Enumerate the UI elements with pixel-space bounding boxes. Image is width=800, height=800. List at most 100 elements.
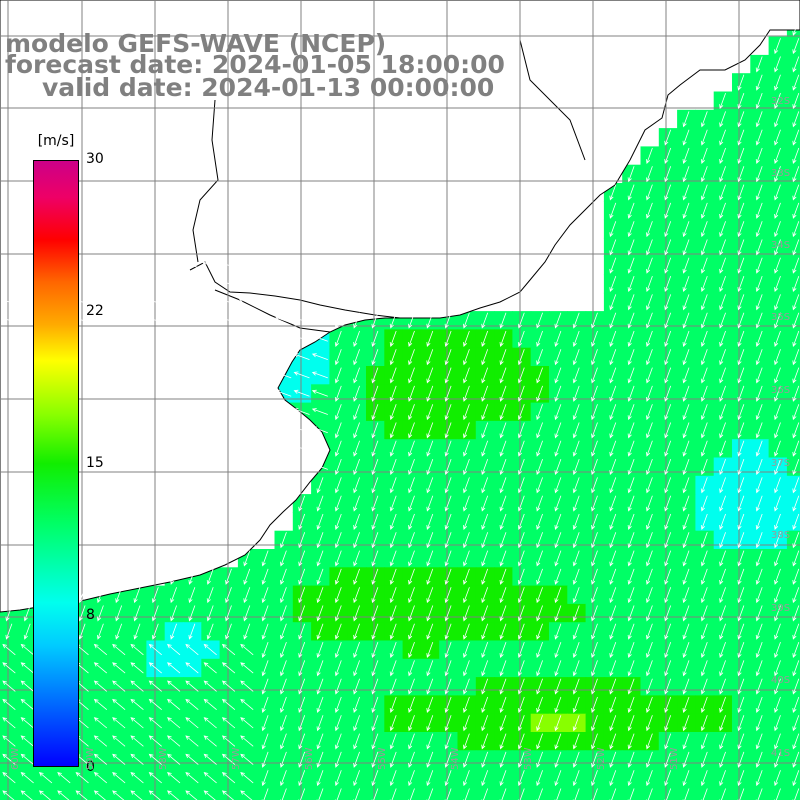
wind-arrow [554, 623, 562, 640]
wind-speed-cell [786, 91, 800, 111]
wind-arrow [774, 257, 781, 274]
wind-arrow [202, 316, 219, 324]
wind-arrow [536, 660, 543, 677]
wind-arrow [133, 605, 141, 622]
wind-arrow [719, 495, 726, 512]
wind-arrow [167, 643, 181, 656]
wind-arrow [792, 605, 800, 622]
lon-label: 53W [523, 747, 534, 770]
wind-arrow [463, 330, 470, 347]
wind-arrow [774, 477, 781, 494]
wind-arrow [719, 202, 726, 219]
wind-arrow [792, 587, 800, 604]
wind-arrow [591, 458, 598, 476]
wind-arrow [481, 568, 489, 585]
wind-arrow [316, 660, 324, 677]
wind-arrow [240, 643, 254, 656]
wind-speed-cell [73, 786, 93, 800]
lon-label: 56W [304, 747, 315, 770]
wind-arrow [371, 458, 379, 476]
wind-arrow [572, 513, 580, 530]
wind-arrow [463, 733, 470, 750]
wind-arrow [334, 495, 342, 512]
wind-arrow [298, 660, 306, 677]
wind-arrow [774, 56, 781, 73]
wind-arrow [572, 788, 580, 800]
wind-arrow [517, 733, 525, 750]
wind-arrow [444, 678, 452, 695]
wind-arrow [517, 715, 525, 732]
wind-arrow [133, 623, 141, 640]
wind-arrow [389, 788, 397, 800]
wind-arrow [240, 735, 254, 747]
wind-arrow [719, 349, 726, 366]
wind-arrow [243, 568, 251, 585]
wind-arrow [463, 495, 470, 512]
lat-label: 35S [771, 312, 791, 323]
wind-arrow [463, 532, 470, 549]
wind-arrow [499, 788, 507, 800]
wind-arrow [737, 312, 745, 329]
wind-arrow [444, 587, 452, 604]
wind-arrow [311, 389, 328, 397]
wind-arrow [280, 660, 287, 677]
wind-arrow [664, 349, 672, 366]
wind-arrow [792, 678, 800, 695]
wind-arrow [275, 389, 292, 397]
wind-arrow [93, 753, 108, 765]
wind-arrow [627, 751, 635, 768]
wind-arrow [774, 532, 781, 549]
wind-arrow [298, 550, 306, 567]
wind-arrow [463, 440, 470, 457]
wind-arrow [591, 788, 598, 800]
wind-arrow [682, 330, 690, 347]
wind-speed-cell [622, 786, 642, 800]
wind-arrow [408, 678, 415, 695]
wind-speed-cell [201, 786, 221, 800]
wind-arrow [499, 587, 507, 604]
wind-arrow [682, 111, 690, 128]
wind-arrow [499, 550, 507, 567]
wind-arrow [20, 753, 34, 765]
wind-arrow [792, 568, 800, 585]
wind-arrow [261, 623, 269, 640]
wind-arrow [609, 404, 617, 421]
wind-arrow [536, 385, 543, 402]
wind-arrow [792, 184, 800, 201]
wind-arrow [225, 605, 232, 622]
wind-arrow [112, 790, 125, 800]
wind-arrow [203, 680, 217, 692]
wind-arrow [203, 662, 217, 674]
wind-arrow [353, 715, 360, 732]
wind-arrow [256, 261, 274, 269]
wind-arrow [646, 294, 653, 311]
wind-arrow [792, 56, 800, 73]
wind-arrow [389, 367, 397, 384]
wind-arrow [426, 770, 434, 787]
wind-arrow [2, 753, 16, 765]
wind-arrow [646, 440, 653, 457]
wind-arrow [609, 788, 617, 800]
wind-arrow [19, 316, 36, 324]
wind-arrow [627, 623, 635, 640]
wind-speed-cell [384, 786, 404, 800]
wind-arrow [444, 458, 452, 476]
wind-arrow [221, 698, 236, 711]
wind-arrow [572, 605, 580, 622]
wind-arrow [408, 770, 415, 787]
wind-arrow [353, 733, 360, 750]
wind-arrow [481, 458, 489, 476]
wind-arrow [664, 440, 672, 457]
wind-arrow [408, 660, 415, 677]
wind-arrow [243, 605, 251, 622]
wind-arrow [755, 770, 763, 787]
wind-arrow [774, 715, 781, 732]
wind-arrow [627, 678, 635, 695]
wind-arrow [148, 698, 162, 711]
wind-arrow [646, 605, 653, 622]
wind-arrow [792, 92, 800, 110]
wind-arrow [755, 92, 763, 110]
wind-arrow [664, 275, 672, 293]
wind-speed-cell [256, 786, 276, 800]
wind-arrow [517, 550, 525, 567]
